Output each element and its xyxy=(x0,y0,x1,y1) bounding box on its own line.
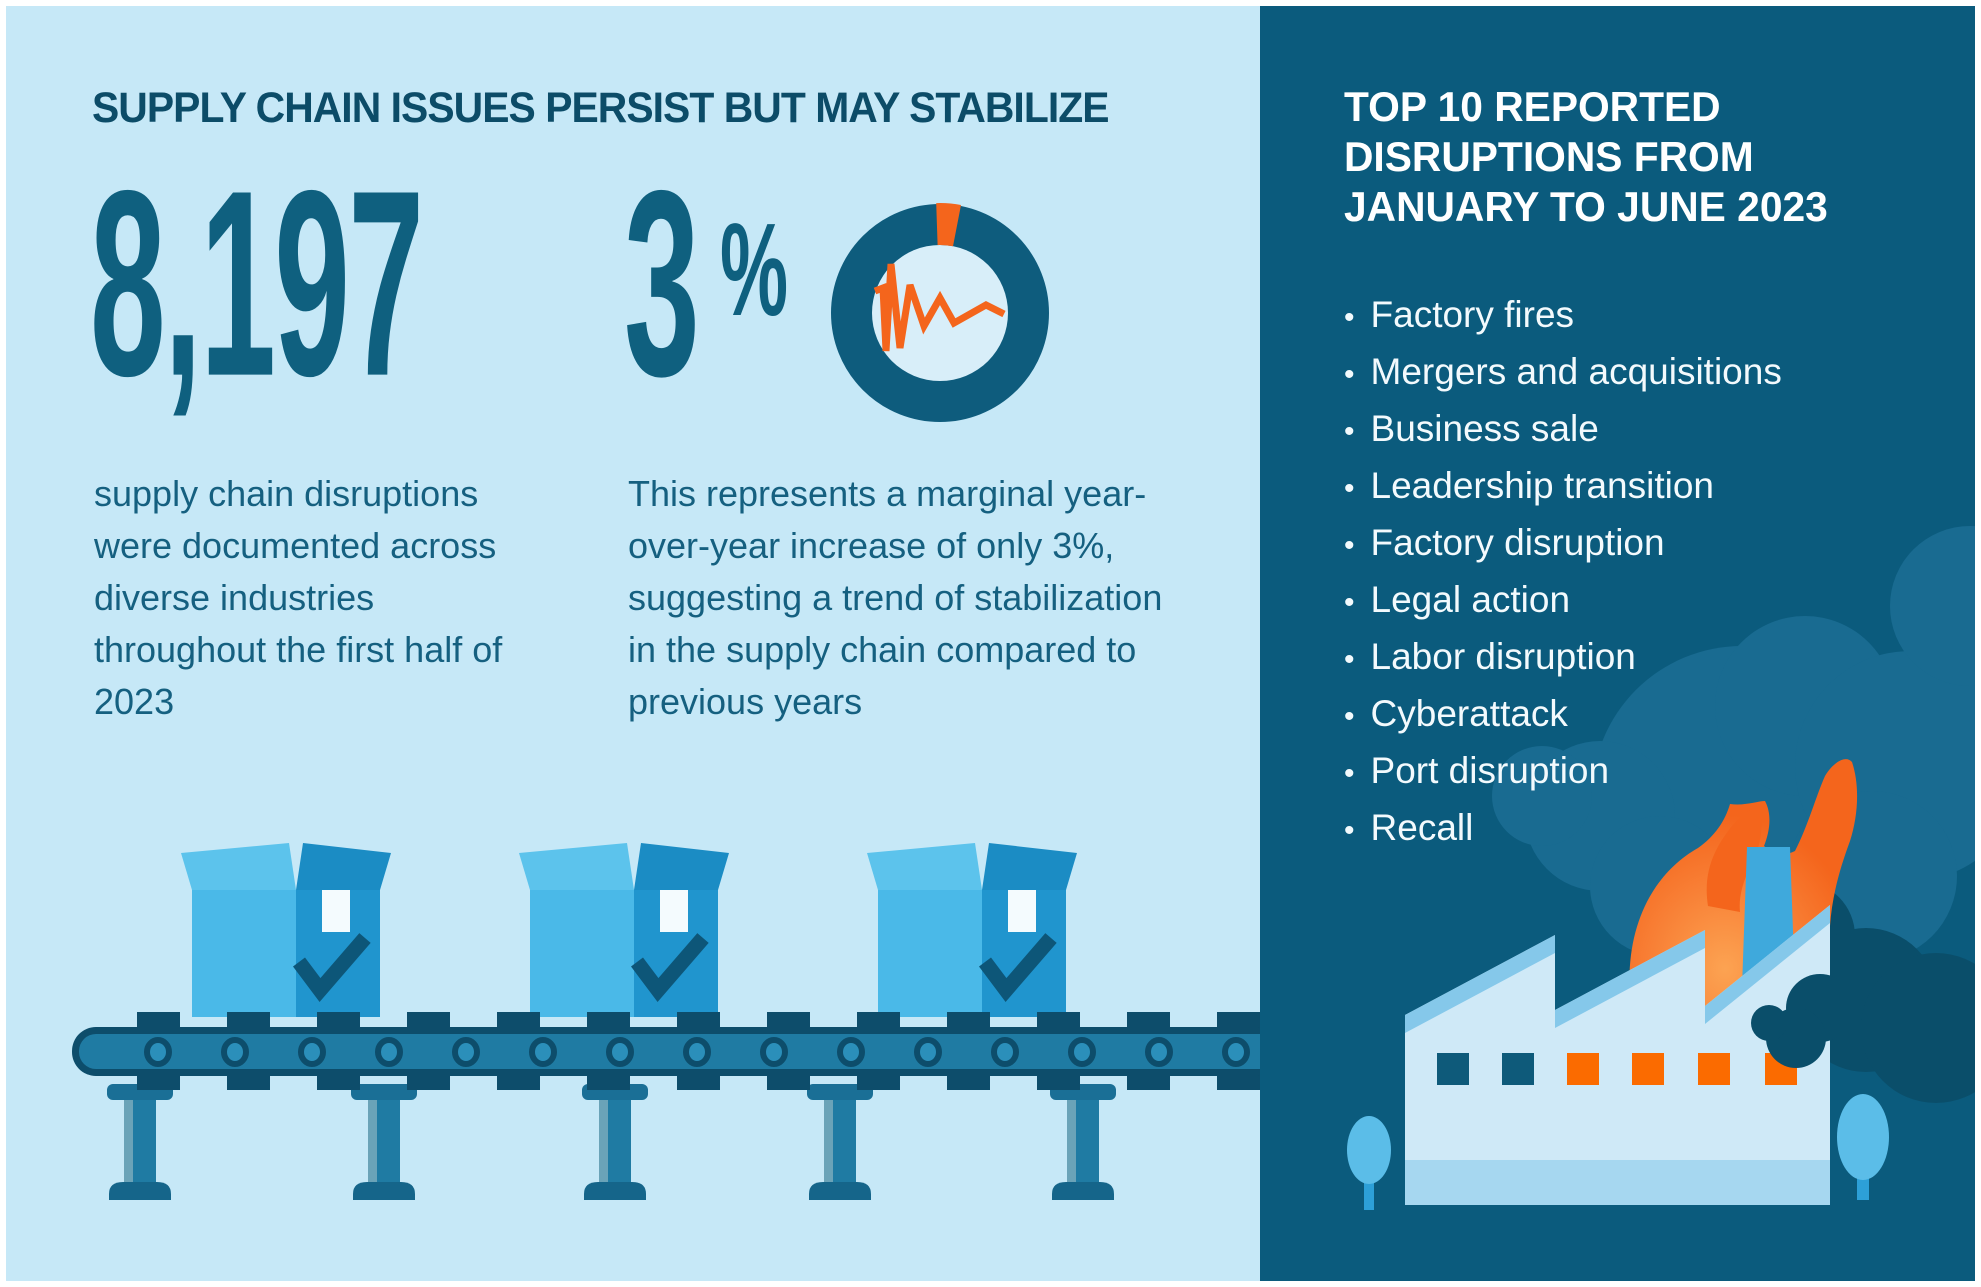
list-item: • Factory fires xyxy=(1344,288,1782,345)
tree-icon xyxy=(1347,1116,1391,1210)
box-icon xyxy=(519,843,729,1017)
bullet-icon: • xyxy=(1344,586,1355,619)
stat-percent-sign: % xyxy=(720,196,789,343)
bullet-icon: • xyxy=(1344,757,1355,790)
list-item: • Business sale xyxy=(1344,402,1782,459)
bullet-icon: • xyxy=(1344,643,1355,676)
left-panel: SUPPLY CHAIN ISSUES PERSIST BUT MAY STAB… xyxy=(6,6,1260,1281)
stat-percent-value: 3 xyxy=(624,136,700,432)
stat-percent-description: This represents a marginal year-over-yea… xyxy=(628,473,1163,722)
conveyor-belt xyxy=(72,1012,1260,1090)
bullet-icon: • xyxy=(1344,700,1355,733)
disruption-list: • Factory fires • Mergers and acquisitions… xyxy=(1344,288,1782,858)
box-icon xyxy=(867,843,1077,1017)
list-item: • Leadership transition xyxy=(1344,459,1782,516)
list-item: • Labor disruption xyxy=(1344,630,1782,687)
bullet-icon: • xyxy=(1344,814,1355,847)
list-item: • Port disruption xyxy=(1344,744,1782,801)
tree-icon xyxy=(1837,1094,1889,1200)
right-panel: TOP 10 REPORTED DISRUPTIONS FROM JANUARY… xyxy=(1260,6,1975,1281)
factory-windows xyxy=(1437,1053,1797,1085)
list-item: • Factory disruption xyxy=(1344,516,1782,573)
list-item: • Cyberattack xyxy=(1344,687,1782,744)
stat-disruptions-description: supply chain disruptions were documented… xyxy=(94,473,503,722)
conveyor-belt-illustration xyxy=(72,843,1260,1200)
bullet-icon: • xyxy=(1344,301,1355,334)
box-icon xyxy=(181,843,391,1017)
conveyor-legs xyxy=(107,1084,1116,1200)
list-item: • Mergers and acquisitions xyxy=(1344,345,1782,402)
list-item: • Legal action xyxy=(1344,573,1782,630)
bullet-icon: • xyxy=(1344,472,1355,505)
bullet-icon: • xyxy=(1344,415,1355,448)
right-panel-heading: TOP 10 REPORTED DISRUPTIONS FROM JANUARY… xyxy=(1344,83,1828,230)
dark-smoke-icon xyxy=(1751,974,1854,1068)
zigzag-line-icon xyxy=(873,263,1006,352)
stat-disruptions-count: 8,197 xyxy=(90,136,424,432)
flame-icon xyxy=(1706,801,1765,912)
bullet-icon: • xyxy=(1344,358,1355,391)
list-item: • Recall xyxy=(1344,801,1782,858)
factory-icon xyxy=(1405,905,1830,1205)
bullet-icon: • xyxy=(1344,529,1355,562)
page-title: SUPPLY CHAIN ISSUES PERSIST BUT MAY STAB… xyxy=(92,84,1109,132)
donut-chart-icon xyxy=(831,203,1049,422)
burning-factory-illustration xyxy=(1347,526,1975,1210)
